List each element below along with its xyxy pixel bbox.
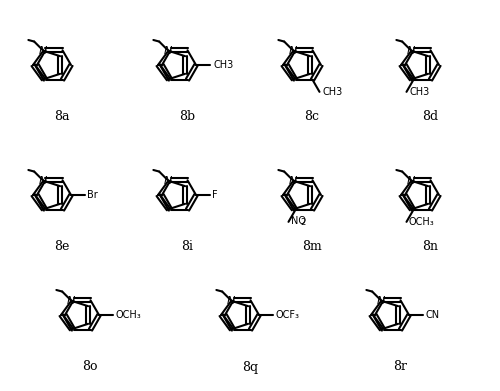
- Text: N: N: [407, 176, 416, 186]
- Text: N: N: [377, 296, 386, 306]
- Text: 8o: 8o: [82, 361, 98, 373]
- Text: 8q: 8q: [242, 361, 258, 373]
- Text: N: N: [39, 176, 48, 186]
- Text: N: N: [39, 46, 48, 56]
- Text: OCH₃: OCH₃: [115, 310, 141, 320]
- Text: CH3: CH3: [322, 87, 343, 97]
- Text: Br: Br: [87, 190, 98, 200]
- Text: 8n: 8n: [422, 240, 438, 253]
- Text: N: N: [289, 176, 298, 186]
- Text: 8c: 8c: [304, 111, 320, 124]
- Text: N: N: [164, 46, 172, 56]
- Text: 8i: 8i: [181, 240, 193, 253]
- Text: OCH₃: OCH₃: [408, 217, 434, 227]
- Text: OCF₃: OCF₃: [275, 310, 299, 320]
- Text: CH3: CH3: [410, 87, 430, 97]
- Text: CH3: CH3: [213, 60, 233, 70]
- Text: N: N: [164, 176, 172, 186]
- Text: N: N: [67, 296, 76, 306]
- Text: NO: NO: [290, 216, 306, 226]
- Text: 8r: 8r: [393, 361, 407, 373]
- Text: F: F: [212, 190, 218, 200]
- Text: N: N: [407, 46, 416, 56]
- Text: 8e: 8e: [54, 240, 70, 253]
- Text: CN: CN: [425, 310, 439, 320]
- Text: N: N: [227, 296, 235, 306]
- Text: 8a: 8a: [54, 111, 70, 124]
- Text: 8m: 8m: [302, 240, 322, 253]
- Text: 8b: 8b: [179, 111, 195, 124]
- Text: 2: 2: [300, 218, 306, 227]
- Text: 8d: 8d: [422, 111, 438, 124]
- Text: N: N: [289, 46, 298, 56]
